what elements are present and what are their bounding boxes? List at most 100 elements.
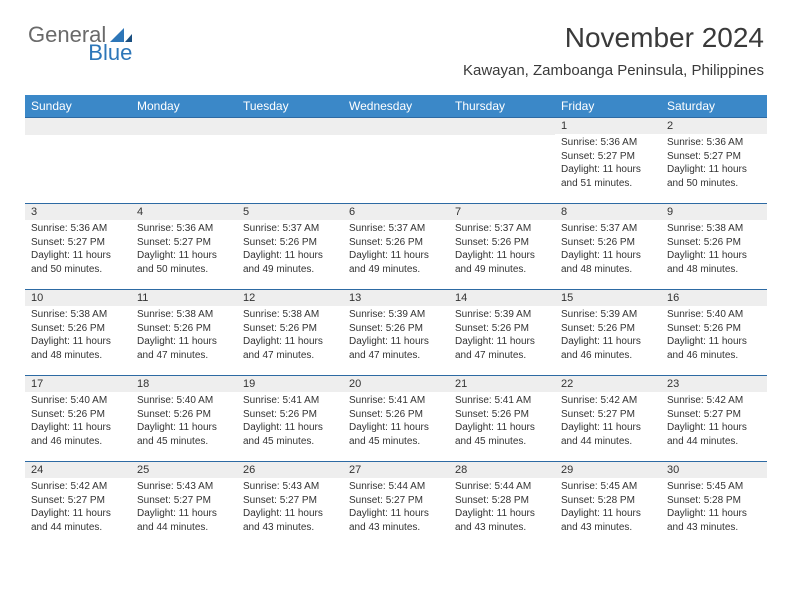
daylight-text: Daylight: 11 hours and 43 minutes. [455,507,549,534]
calendar-cell: 20Sunrise: 5:41 AMSunset: 5:26 PMDayligh… [343,376,449,462]
day-details: Sunrise: 5:38 AMSunset: 5:26 PMDaylight:… [661,220,767,280]
day-number: 4 [131,204,237,220]
sunset-text: Sunset: 5:27 PM [31,236,125,250]
calendar-cell: 10Sunrise: 5:38 AMSunset: 5:26 PMDayligh… [25,290,131,376]
day-details: Sunrise: 5:40 AMSunset: 5:26 PMDaylight:… [661,306,767,366]
day-number: 18 [131,376,237,392]
header: General Blue November 2024 Kawayan, Zamb… [0,0,792,83]
daylight-text: Daylight: 11 hours and 48 minutes. [667,249,761,276]
daylight-text: Daylight: 11 hours and 43 minutes. [667,507,761,534]
calendar-cell: 3Sunrise: 5:36 AMSunset: 5:27 PMDaylight… [25,204,131,290]
sunrise-text: Sunrise: 5:45 AM [667,480,761,494]
day-number: 21 [449,376,555,392]
sunset-text: Sunset: 5:27 PM [243,494,337,508]
calendar-cell: 7Sunrise: 5:37 AMSunset: 5:26 PMDaylight… [449,204,555,290]
sunset-text: Sunset: 5:26 PM [455,236,549,250]
col-thursday: Thursday [449,95,555,118]
daylight-text: Daylight: 11 hours and 43 minutes. [349,507,443,534]
day-number: 13 [343,290,449,306]
sunrise-text: Sunrise: 5:36 AM [561,136,655,150]
day-number: 2 [661,118,767,134]
day-details: Sunrise: 5:38 AMSunset: 5:26 PMDaylight:… [131,306,237,366]
day-details: Sunrise: 5:38 AMSunset: 5:26 PMDaylight:… [25,306,131,366]
sunrise-text: Sunrise: 5:42 AM [561,394,655,408]
calendar-cell [343,118,449,204]
day-number: 20 [343,376,449,392]
day-details: Sunrise: 5:41 AMSunset: 5:26 PMDaylight:… [343,392,449,452]
sunrise-text: Sunrise: 5:37 AM [561,222,655,236]
calendar-cell: 28Sunrise: 5:44 AMSunset: 5:28 PMDayligh… [449,462,555,548]
sunrise-text: Sunrise: 5:36 AM [137,222,231,236]
col-sunday: Sunday [25,95,131,118]
day-details: Sunrise: 5:38 AMSunset: 5:26 PMDaylight:… [237,306,343,366]
day-details: Sunrise: 5:37 AMSunset: 5:26 PMDaylight:… [449,220,555,280]
daylight-text: Daylight: 11 hours and 44 minutes. [561,421,655,448]
sunset-text: Sunset: 5:27 PM [561,150,655,164]
sunrise-text: Sunrise: 5:39 AM [561,308,655,322]
calendar-cell: 24Sunrise: 5:42 AMSunset: 5:27 PMDayligh… [25,462,131,548]
calendar-cell [131,118,237,204]
day-number: 23 [661,376,767,392]
sunset-text: Sunset: 5:27 PM [137,494,231,508]
sunrise-text: Sunrise: 5:44 AM [455,480,549,494]
sunset-text: Sunset: 5:26 PM [349,408,443,422]
calendar-row: 17Sunrise: 5:40 AMSunset: 5:26 PMDayligh… [25,376,767,462]
calendar-cell: 12Sunrise: 5:38 AMSunset: 5:26 PMDayligh… [237,290,343,376]
calendar-cell: 26Sunrise: 5:43 AMSunset: 5:27 PMDayligh… [237,462,343,548]
sunrise-text: Sunrise: 5:37 AM [349,222,443,236]
sunset-text: Sunset: 5:27 PM [349,494,443,508]
daylight-text: Daylight: 11 hours and 46 minutes. [667,335,761,362]
day-number: 6 [343,204,449,220]
sunrise-text: Sunrise: 5:38 AM [667,222,761,236]
calendar-cell: 25Sunrise: 5:43 AMSunset: 5:27 PMDayligh… [131,462,237,548]
day-details: Sunrise: 5:45 AMSunset: 5:28 PMDaylight:… [661,478,767,538]
sunrise-text: Sunrise: 5:43 AM [243,480,337,494]
sunrise-text: Sunrise: 5:42 AM [31,480,125,494]
col-saturday: Saturday [661,95,767,118]
day-details: Sunrise: 5:39 AMSunset: 5:26 PMDaylight:… [449,306,555,366]
sunrise-text: Sunrise: 5:42 AM [667,394,761,408]
day-details: Sunrise: 5:37 AMSunset: 5:26 PMDaylight:… [343,220,449,280]
day-details: Sunrise: 5:42 AMSunset: 5:27 PMDaylight:… [555,392,661,452]
sunrise-text: Sunrise: 5:40 AM [31,394,125,408]
sunset-text: Sunset: 5:26 PM [455,408,549,422]
day-number: 24 [25,462,131,478]
daylight-text: Daylight: 11 hours and 48 minutes. [561,249,655,276]
sunset-text: Sunset: 5:26 PM [667,322,761,336]
daylight-text: Daylight: 11 hours and 47 minutes. [243,335,337,362]
sunset-text: Sunset: 5:26 PM [31,322,125,336]
daylight-text: Daylight: 11 hours and 45 minutes. [243,421,337,448]
day-number: 9 [661,204,767,220]
daylight-text: Daylight: 11 hours and 43 minutes. [561,507,655,534]
calendar-cell: 23Sunrise: 5:42 AMSunset: 5:27 PMDayligh… [661,376,767,462]
sunset-text: Sunset: 5:28 PM [561,494,655,508]
day-details: Sunrise: 5:44 AMSunset: 5:27 PMDaylight:… [343,478,449,538]
daylight-text: Daylight: 11 hours and 47 minutes. [349,335,443,362]
day-number: 10 [25,290,131,306]
daylight-text: Daylight: 11 hours and 49 minutes. [243,249,337,276]
sunrise-text: Sunrise: 5:36 AM [667,136,761,150]
sunset-text: Sunset: 5:27 PM [31,494,125,508]
sunrise-text: Sunrise: 5:37 AM [455,222,549,236]
daylight-text: Daylight: 11 hours and 45 minutes. [455,421,549,448]
day-details: Sunrise: 5:37 AMSunset: 5:26 PMDaylight:… [555,220,661,280]
daylight-text: Daylight: 11 hours and 51 minutes. [561,163,655,190]
daylight-text: Daylight: 11 hours and 47 minutes. [137,335,231,362]
day-details: Sunrise: 5:36 AMSunset: 5:27 PMDaylight:… [25,220,131,280]
sunset-text: Sunset: 5:26 PM [243,322,337,336]
day-details: Sunrise: 5:36 AMSunset: 5:27 PMDaylight:… [661,134,767,194]
calendar-cell: 18Sunrise: 5:40 AMSunset: 5:26 PMDayligh… [131,376,237,462]
calendar-cell: 19Sunrise: 5:41 AMSunset: 5:26 PMDayligh… [237,376,343,462]
calendar-cell: 30Sunrise: 5:45 AMSunset: 5:28 PMDayligh… [661,462,767,548]
calendar-cell: 16Sunrise: 5:40 AMSunset: 5:26 PMDayligh… [661,290,767,376]
day-number: 11 [131,290,237,306]
sunrise-text: Sunrise: 5:44 AM [349,480,443,494]
daylight-text: Daylight: 11 hours and 46 minutes. [31,421,125,448]
day-details: Sunrise: 5:41 AMSunset: 5:26 PMDaylight:… [237,392,343,452]
daylight-text: Daylight: 11 hours and 49 minutes. [455,249,549,276]
day-number: 26 [237,462,343,478]
col-tuesday: Tuesday [237,95,343,118]
calendar-cell: 29Sunrise: 5:45 AMSunset: 5:28 PMDayligh… [555,462,661,548]
sunset-text: Sunset: 5:26 PM [349,322,443,336]
calendar-cell [449,118,555,204]
